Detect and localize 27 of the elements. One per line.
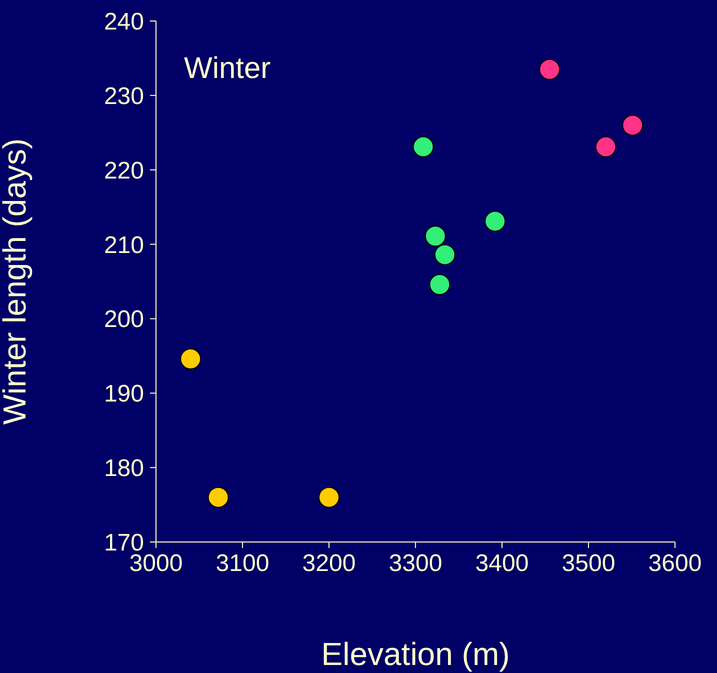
x-tick-label: 3300 [388,550,442,578]
point [484,210,506,232]
y-tick-label: 200 [104,306,144,334]
x-axis-title: Elevation (m) [321,636,510,672]
point [208,486,229,508]
annotation: Winter [184,52,271,86]
point [434,244,456,266]
x-tick-label: 3400 [475,550,529,578]
y-tick-label: 180 [104,455,144,482]
y-tick-label: 230 [104,82,144,110]
y-tick-label: 210 [104,232,144,259]
x-tick-label: 3100 [216,550,270,578]
point [412,136,434,158]
point [622,114,644,136]
y-tick-label: 190 [104,380,144,408]
point [429,274,450,295]
y-tick-label: 240 [104,8,144,36]
point [318,486,340,508]
x-tick-label: 3500 [562,550,616,578]
y-tick-label: 220 [104,157,144,184]
x-tick-label: 3200 [302,550,356,578]
point [424,226,446,247]
point [539,58,560,80]
point [595,136,616,158]
y-axis-title: Winter length (days) [0,138,32,425]
x-tick-label: 3600 [648,550,702,578]
point [180,348,202,370]
